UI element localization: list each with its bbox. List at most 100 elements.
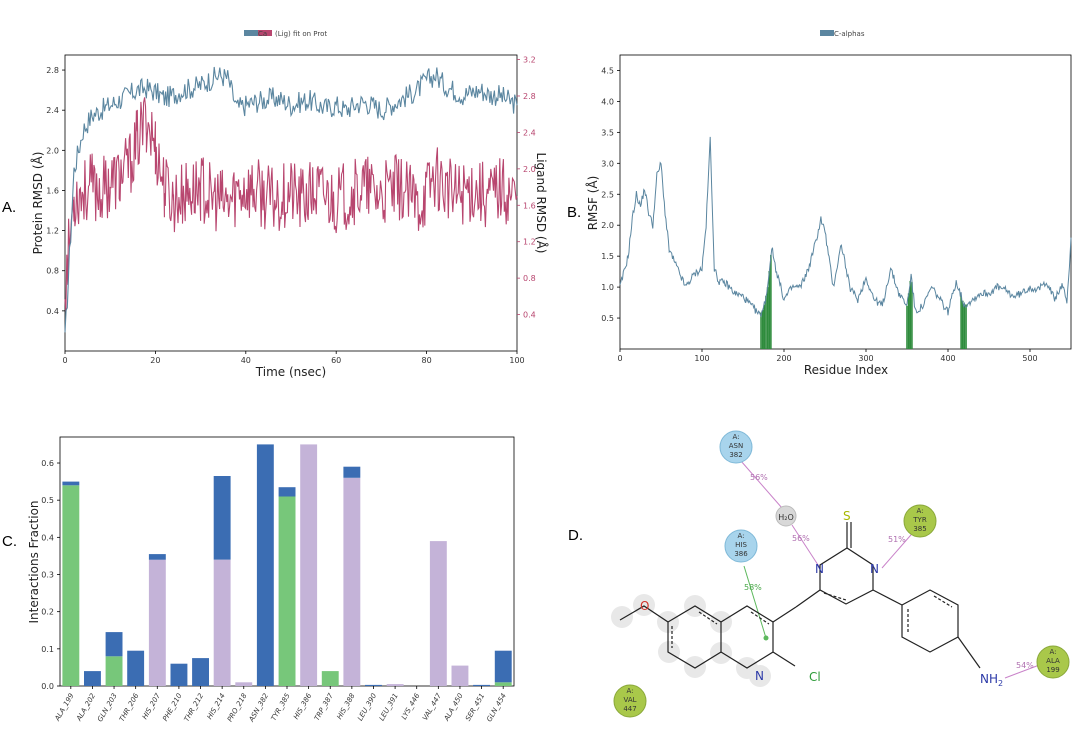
contact-residue-bar [766,287,769,349]
y2-tick-label: 0.8 [523,274,536,283]
x-tick-label: 0 [617,354,622,363]
contact-residue-bar [907,293,910,349]
y2-tick-label: 3.2 [523,56,536,65]
y2-tick-label: 0.4 [523,311,536,320]
series-line-ligand-rmsd [64,97,518,312]
bar-leu_391-hydrophobic [386,684,404,686]
y-tick-label: 0.4 [46,307,59,316]
hbond-line-nh2-ala [1004,663,1043,679]
contact-residue-bar [761,310,764,349]
x-tick-label: PHE_210 [161,692,184,723]
bar-his_207-water-bridges [148,554,166,560]
bar-tyr_385-h-bonds [278,496,296,686]
y-tick-label: 2.4 [46,106,59,115]
interaction-lines [740,460,1043,679]
residue-number: 382 [729,451,742,459]
solvent-exposure-halo [611,594,771,687]
panel-a-x-axis-label: Time (nsec) [255,365,326,379]
contact-residue-bar [768,271,771,349]
y2-tick-label: 1.6 [523,201,536,210]
panel-c-label: C. [2,533,17,550]
pct-tyr-n: 51% [888,535,906,544]
panel-b-x-ticks: 0 100 200 300 400 500 [617,349,1038,363]
bar-his_214-hydrophobic [213,559,231,686]
residue-chain: A: [732,433,739,441]
x-tick-label: GLN_454 [485,692,508,723]
x-tick-label: 100 [694,354,709,363]
residue-asn-382: A: ASN 382 [719,430,753,464]
x-tick-label: ALA_199 [53,692,76,724]
panel-b-contact-bars [760,254,967,349]
contact-residue-bar [906,305,908,349]
residue-name: VAL [623,696,636,704]
atom-oxygen: O [640,599,649,613]
y2-tick-label: 2.0 [523,165,536,174]
contact-residue-bar [960,295,962,349]
y-tick-label: 0.2 [41,608,54,617]
atom-chlorine: Cl [809,670,821,684]
pct-water-n: 56% [792,534,810,543]
x-tick-label: ASN_382 [247,692,270,724]
panel-a-plot-frame [64,54,518,352]
panel-a-x-ticks: 0 20 40 60 80 100 [62,351,525,365]
panel-a-rmsd-chart: A. Ca (Lig) fit on Prot 0 20 40 60 80 100 0.4… [2,30,549,379]
x-tick-label: VAL_447 [421,692,443,722]
y-tick-label: 4.5 [601,66,614,75]
panel-a-y-axis-label: Protein RMSD (Å) [30,152,45,255]
bar-his_388-water-bridges [343,466,361,478]
bar-asn_382-water-bridges [256,444,274,686]
y-tick-label: 4.0 [601,97,614,106]
x-tick-label: THR_206 [118,692,141,724]
residue-number: 386 [734,550,748,558]
panel-a-y-ticks: 0.4 0.8 1.2 1.6 2.0 2.4 2.8 [46,66,65,316]
bar-gln_454-water-bridges [494,650,512,683]
y-tick-label: 0.5 [41,496,54,505]
water-label: H₂O [778,513,794,522]
atom-nitrogen-3: N [755,669,764,683]
x-tick-label: 60 [331,356,341,365]
bar-his_207-hydrophobic [148,559,166,686]
pct-his-ring: 58% [744,583,762,592]
y-tick-label: 3.0 [601,159,614,168]
bar-pro_218-hydrophobic [235,682,253,686]
series-line-rmsf [619,136,1072,318]
x-tick-label: 200 [776,354,791,363]
panel-b-y-axis-label: RMSF (Å) [585,176,600,231]
x-tick-label: SER_451 [464,692,486,722]
bar-phe_210-water-bridges [170,663,188,686]
water-molecule [775,505,797,527]
residue-number: 385 [913,525,926,533]
residue-circle [1036,645,1070,679]
bar-ala_202-water-bridges [84,671,101,686]
x-tick-label: 100 [509,356,524,365]
bar-ser_451-water-bridges [473,684,490,686]
residue-name: TYR [912,516,927,524]
panel-d-label: D. [568,527,583,544]
x-tick-label: 300 [858,354,873,363]
y2-tick-label: 1.2 [523,238,536,247]
x-tick-label: 80 [422,356,432,365]
atom-nitrogen-2: N [870,562,879,576]
y-tick-label: 2.5 [601,190,614,199]
x-tick-label: 0 [62,356,67,365]
residue-tyr-385: A: TYR 385 [903,504,937,538]
panel-c-interactions-chart: C. 0.00.10.20.30.40.50.6 ALA_199 ALA_202G… [2,436,515,724]
contact-residue-bar [763,304,766,349]
bar-his_214-water-bridges [213,476,231,560]
x-tick-label: LEU_391 [378,692,400,722]
bar-his_386-hydrophobic [300,444,318,686]
y-tick-label: 2.0 [601,221,614,230]
y-tick-label: 1.0 [601,283,614,292]
panel-c-y-ticks: 0.0 0.1 0.2 0.3 0.4 0.5 0.6 [41,459,60,691]
x-tick-label: GLN_203 [96,692,119,723]
panel-a-label: A. [2,199,16,216]
residue-val-447: A: VAL 447 [613,684,647,718]
contact-residue-bar [909,280,912,349]
y-tick-label: 3.5 [601,128,614,137]
panel-c-y-axis-label: Interactions Fraction [27,500,41,623]
residue-number: 199 [1046,666,1059,674]
bar-gln_203-water-bridges [105,632,123,657]
bar-thr_212-water-bridges [192,658,209,686]
residue-circle [719,430,753,464]
residue-circle [724,529,758,563]
